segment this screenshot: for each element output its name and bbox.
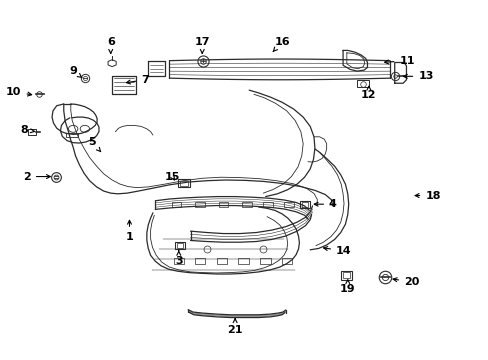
Text: 2: 2 [23,172,50,181]
Bar [343,272,349,278]
Bar [242,202,251,207]
Bar [194,258,204,264]
Text: 5: 5 [88,137,101,152]
Bar [195,202,204,207]
Bar [281,258,291,264]
Bar [177,243,183,248]
Text: 7: 7 [126,75,149,85]
Bar [284,202,293,207]
Text: 11: 11 [384,56,414,66]
Bar [301,202,308,207]
Text: 10: 10 [6,87,32,97]
Text: 3: 3 [175,251,182,266]
Text: 15: 15 [164,172,180,181]
Bar [216,258,226,264]
Text: 1: 1 [125,220,133,242]
Text: 6: 6 [106,37,114,53]
Bar [218,202,227,207]
Bar [356,80,368,87]
Bar [299,201,309,208]
Bar [171,202,181,207]
Text: 17: 17 [194,37,209,53]
Bar [341,271,351,279]
Text: 18: 18 [414,190,440,201]
Bar [238,258,248,264]
Text: 4: 4 [314,199,336,209]
Bar [173,258,183,264]
Bar [178,179,189,187]
Text: 9: 9 [69,66,82,78]
Text: 8: 8 [21,125,35,135]
Bar [260,258,270,264]
Text: 21: 21 [227,319,243,335]
Text: 12: 12 [361,86,376,100]
Bar [66,132,78,137]
Text: 13: 13 [403,71,433,81]
Text: 20: 20 [392,277,419,287]
Bar [263,202,272,207]
Text: 14: 14 [323,246,351,256]
Text: 19: 19 [339,280,355,294]
Bar [180,181,187,185]
Text: 16: 16 [272,37,289,52]
Bar [27,129,36,135]
Bar [175,242,185,249]
